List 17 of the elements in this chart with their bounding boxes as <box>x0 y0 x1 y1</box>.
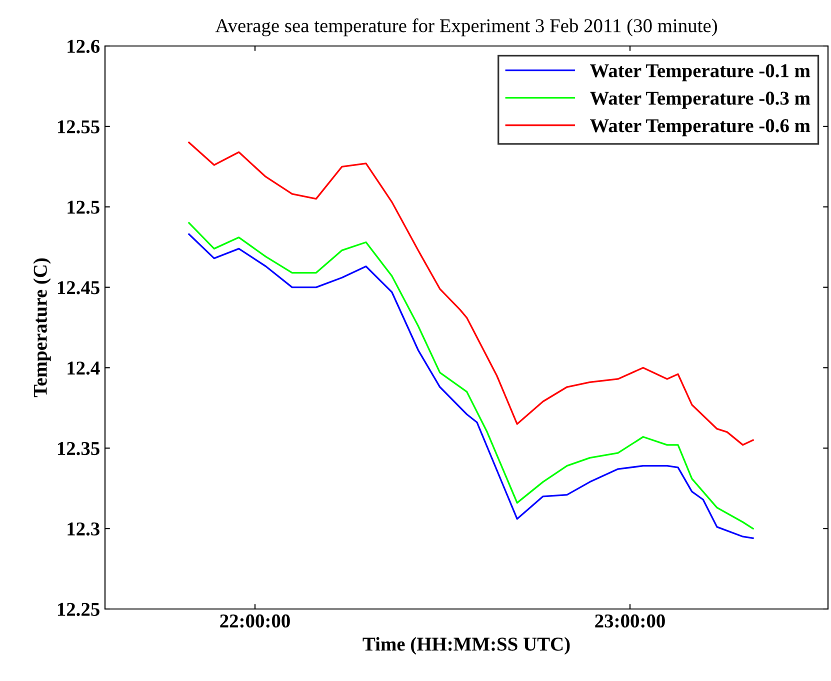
y-tick-label: 12.5 <box>68 200 100 214</box>
x-tick-label: 23:00:00 <box>595 614 665 628</box>
legend-label: Water Temperature -0.1 m <box>590 64 810 82</box>
y-tick-label: 12.3 <box>68 522 100 536</box>
chart-title: Average sea temperature for Experiment 3 Feb 2011 (30 minute) <box>215 18 717 36</box>
y-tick-label: 12.6 <box>68 40 100 54</box>
legend-label: Water Temperature -0.6 m <box>590 119 810 136</box>
y-tick-label: 12.45 <box>58 281 100 294</box>
x-tick-label: 22:00:00 <box>220 614 290 628</box>
y-tick-label: 12.25 <box>58 602 100 616</box>
legend-label: Water Temperature -0.3 m <box>590 92 810 109</box>
y-tick-label: 12.55 <box>58 120 100 134</box>
line-series <box>188 142 754 446</box>
y-axis-title: Temperature (C) <box>33 258 51 398</box>
x-axis-title: Time (HH:MM:SS UTC) <box>362 637 570 655</box>
y-tick-label: 12.4 <box>68 362 100 375</box>
y-tick-label: 12.35 <box>58 442 100 456</box>
